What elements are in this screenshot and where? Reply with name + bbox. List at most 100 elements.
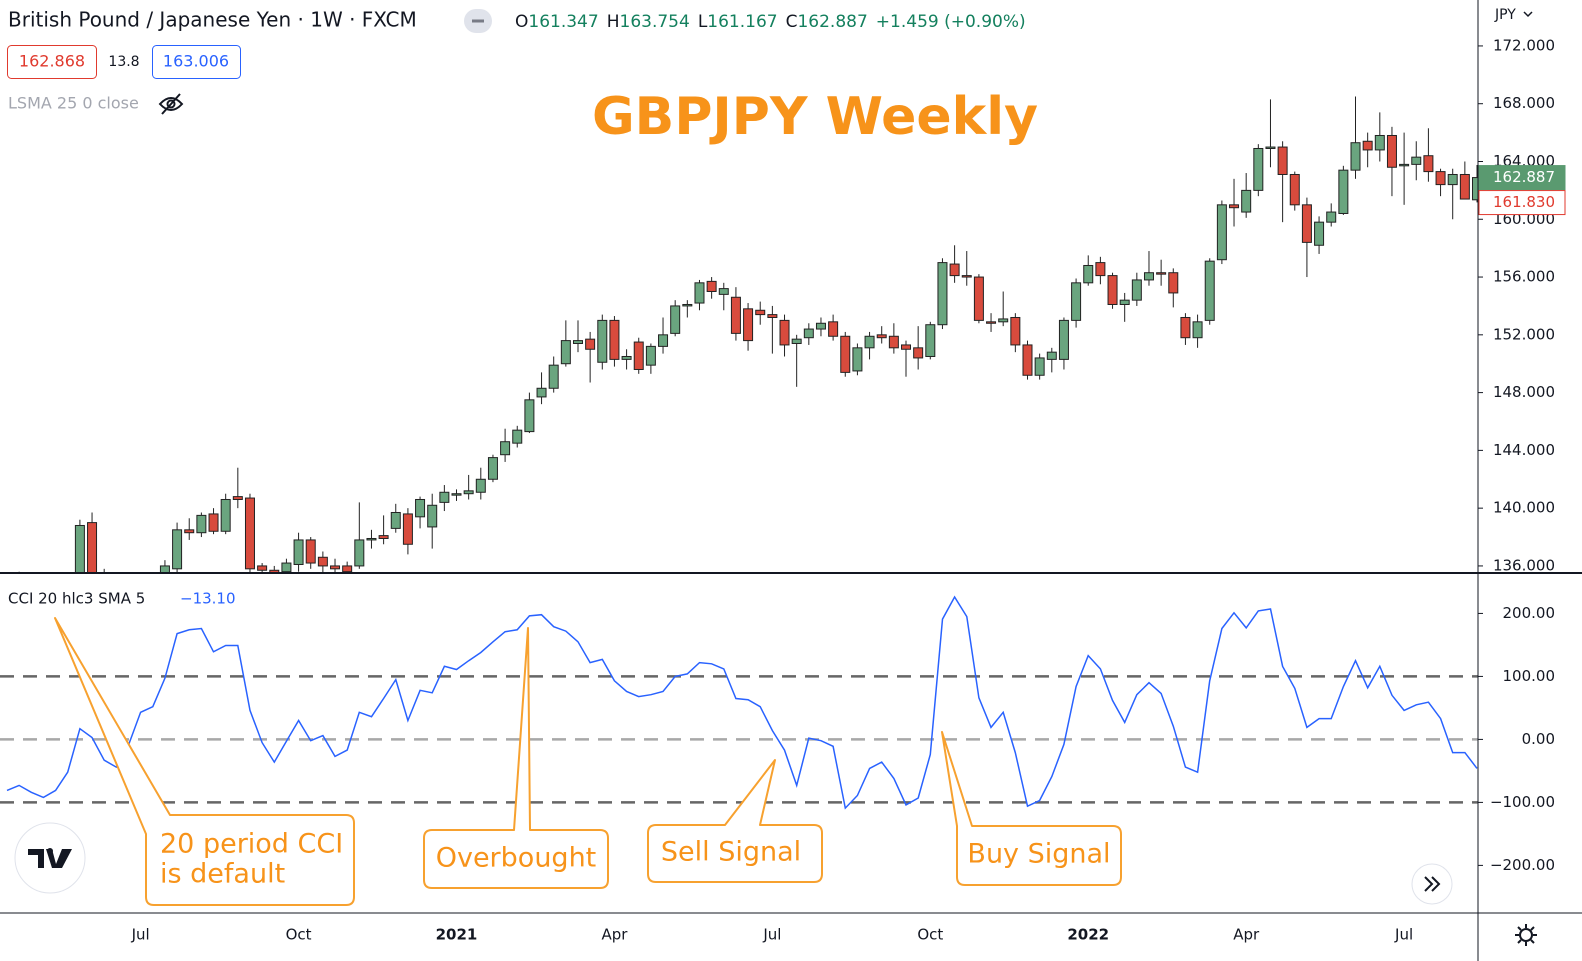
collapse-icon (472, 19, 484, 23)
candle-body (184, 529, 195, 534)
ohlc-value: 162.887 (797, 12, 867, 32)
candle-body (366, 537, 377, 541)
sell-box[interactable] (7, 45, 97, 79)
candle-body (779, 319, 790, 346)
x-tick-label: Jul (762, 926, 781, 944)
candle-body (232, 496, 243, 500)
candle-body (803, 328, 814, 339)
candle-body (743, 308, 754, 342)
candle-body (330, 565, 341, 570)
candle-body (998, 318, 1009, 323)
candle-body (609, 319, 620, 360)
price-label-text: 161.830 (1493, 193, 1555, 211)
candle-body (87, 522, 98, 572)
candle-body (949, 263, 960, 277)
candle-body (487, 457, 498, 480)
candle-body (390, 511, 401, 529)
candle-body (864, 335, 875, 349)
y-tick-label: 168.000 (1493, 94, 1555, 112)
candle-body (548, 364, 559, 389)
callout (423, 627, 609, 889)
chart-title: GBPJPY Weekly (592, 87, 1038, 147)
candle-body (718, 288, 729, 295)
candle-body (1362, 140, 1373, 151)
callout (54, 617, 355, 906)
candle-body (633, 341, 644, 370)
candle-body (876, 334, 887, 339)
candle-body (913, 347, 924, 359)
callout (941, 731, 1122, 886)
candle-body (1350, 142, 1361, 171)
overlay-label: LSMA 25 0 close (8, 94, 139, 113)
y-tick-label: 172.000 (1493, 36, 1555, 54)
candle-body (670, 305, 681, 334)
price-label (1478, 190, 1566, 216)
candle-body (888, 335, 899, 349)
candle-body (973, 276, 984, 321)
candle-body (172, 529, 183, 570)
candle-body (961, 275, 972, 278)
candle-body (1119, 299, 1130, 305)
annotation: is default (160, 859, 285, 890)
price-label (1478, 165, 1566, 191)
candle-body (1472, 177, 1478, 201)
candle-body (500, 441, 511, 456)
settings-icon[interactable] (1515, 924, 1537, 946)
y-tick-label: 144.000 (1493, 441, 1555, 459)
callout (647, 759, 823, 883)
candle-body (645, 345, 656, 366)
candle-body (1010, 316, 1021, 346)
candle-body (937, 262, 948, 326)
candle-body (755, 309, 766, 316)
y-tick-label: 148.000 (1493, 383, 1555, 401)
annotation: 20 period CCI (160, 829, 343, 860)
ohlc-label: L (698, 12, 708, 32)
annotation: Overbought (436, 843, 597, 874)
candle-body (402, 513, 413, 545)
buy-box[interactable] (152, 45, 241, 79)
scroll-icon (1424, 876, 1441, 892)
currency[interactable]: JPY (1494, 7, 1516, 23)
y-tick-label: 152.000 (1493, 325, 1555, 343)
x-tick-label: Apr (601, 926, 628, 944)
ohlc-label: O (515, 12, 528, 32)
ask: 163.006 (163, 52, 229, 71)
candle-body (1374, 134, 1385, 151)
annotation: Sell Signal (661, 837, 801, 868)
candle-body (730, 296, 741, 334)
candle-body (281, 562, 292, 572)
candle-body (1192, 321, 1203, 339)
candle-body (1095, 262, 1106, 277)
candle-body (317, 556, 328, 567)
candle-body (415, 498, 426, 518)
x-tick-label: 2021 (436, 926, 478, 944)
x-tick-label: Oct (286, 926, 312, 944)
candle-body (208, 513, 219, 532)
candle-body (1034, 357, 1045, 376)
candle-body (74, 524, 85, 572)
ohlc-label: H (607, 12, 620, 32)
candle-body (597, 319, 608, 363)
logo (28, 849, 72, 868)
change: +1.459 (+0.90%) (876, 12, 1026, 32)
hidden-icon[interactable] (158, 93, 184, 115)
x-tick-label: 2022 (1067, 926, 1109, 944)
logo-dot (47, 848, 53, 854)
candle-body (463, 490, 474, 495)
candle-body (536, 387, 547, 398)
candle-body (1180, 316, 1191, 339)
candle-body (1046, 351, 1057, 360)
spread: 13.8 (108, 54, 139, 70)
candle-body (1277, 146, 1288, 175)
currency-arrow (1523, 11, 1533, 18)
candle-body (1447, 173, 1458, 186)
candle-body (1289, 173, 1300, 206)
candle-body (1265, 146, 1276, 149)
candles (18, 96, 1478, 572)
candle-body (925, 324, 936, 357)
candle-body (196, 514, 207, 534)
candle-body (1435, 171, 1446, 186)
x-tick-label: Oct (917, 926, 943, 944)
ohlc-value: 161.347 (528, 12, 598, 32)
candle-body (658, 334, 669, 347)
